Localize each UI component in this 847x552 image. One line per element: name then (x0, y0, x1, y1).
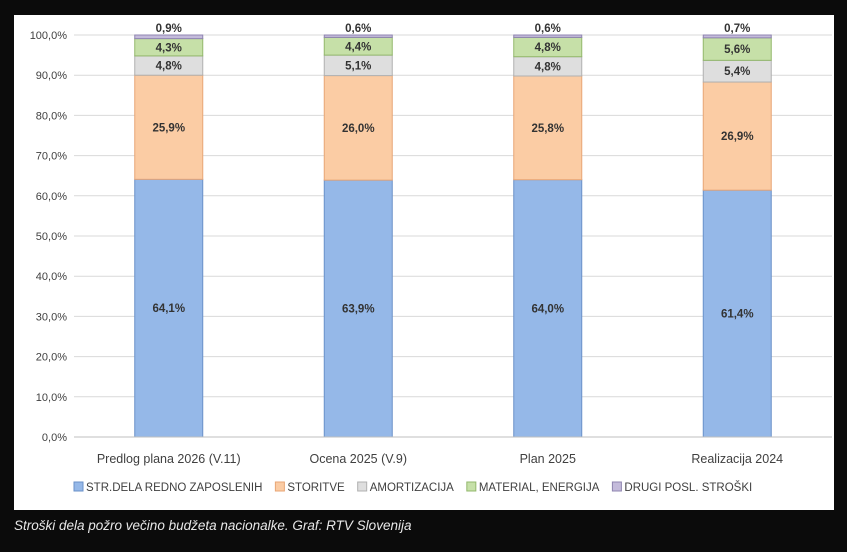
stacked-bar-chart: 0,0% 10,0% 20,0% 30,0% 40,0% 50,0% 60,0% 70,0% 8… (30, 23, 832, 494)
legend-swatch (357, 481, 368, 492)
data-label: 0,6% (535, 23, 561, 35)
data-label: 4,3% (156, 42, 182, 54)
bar-segment (702, 81, 772, 191)
legend-label: STORITVE (287, 482, 345, 494)
bar-segment (134, 34, 204, 40)
bar-segment (513, 34, 583, 38)
bar-segment (702, 34, 772, 39)
x-category-label: Plan 2025 (520, 452, 576, 466)
bar-segment (323, 179, 393, 438)
chart-panel: 0,0% 10,0% 20,0% 30,0% 40,0% 50,0% 60,0% 70,0% 8… (14, 15, 834, 510)
bar-segment (134, 178, 204, 438)
y-tick-label: 90,0% (36, 70, 67, 82)
y-tick-label: 30,0% (36, 311, 67, 323)
bar-segment (134, 74, 204, 180)
x-category-label: Ocena 2025 (V.9) (309, 452, 407, 466)
bar-segment (702, 189, 772, 438)
data-label: 0,6% (345, 23, 371, 35)
data-label: 5,6% (724, 44, 750, 56)
data-label: 4,8% (535, 61, 561, 73)
x-category-label: Realizacija 2024 (691, 452, 783, 466)
bar-segment (513, 75, 583, 181)
data-label: 25,9% (152, 122, 185, 134)
y-tick-label: 80,0% (36, 110, 67, 122)
data-label: 26,0% (342, 123, 375, 135)
legend-label: STR.DELA REDNO ZAPOSLENIH (86, 482, 262, 494)
data-label: 63,9% (342, 304, 375, 316)
y-tick-label: 10,0% (36, 392, 67, 404)
y-tick-label: 20,0% (36, 352, 67, 364)
chart-caption: Stroški dela požro večino budžeta nacion… (14, 518, 412, 533)
data-label: 25,8% (531, 123, 564, 135)
legend-label: MATERIAL, ENERGIJA (479, 482, 600, 494)
data-label: 4,8% (535, 42, 561, 54)
legend-label: AMORTIZACIJA (370, 482, 454, 494)
y-tick-label: 50,0% (36, 231, 67, 243)
data-label: 26,9% (721, 131, 754, 143)
y-tick-label: 70,0% (36, 151, 67, 163)
data-label: 64,1% (152, 303, 185, 315)
data-label: 5,4% (724, 66, 750, 78)
legend-swatch (73, 481, 84, 492)
bar-segment (513, 179, 583, 438)
bar-segment (323, 75, 393, 181)
data-label: 61,4% (721, 309, 754, 321)
data-label: 0,9% (156, 23, 182, 35)
legend-swatch (274, 481, 285, 492)
legend-swatch (611, 481, 622, 492)
data-label: 0,7% (724, 23, 750, 35)
bar-segment (323, 34, 393, 38)
y-tick-label: 0,0% (42, 432, 67, 444)
legend-swatch (466, 481, 477, 492)
data-label: 4,4% (345, 41, 371, 53)
legend-label: DRUGI POSL. STROŠKI (624, 481, 752, 494)
data-label: 4,8% (156, 61, 182, 73)
x-category-label: Predlog plana 2026 (V.11) (97, 452, 241, 466)
data-label: 5,1% (345, 60, 371, 72)
y-tick-label: 60,0% (36, 191, 67, 203)
y-tick-label: 100,0% (30, 30, 68, 42)
data-label: 64,0% (531, 303, 564, 315)
y-tick-label: 40,0% (36, 271, 67, 283)
